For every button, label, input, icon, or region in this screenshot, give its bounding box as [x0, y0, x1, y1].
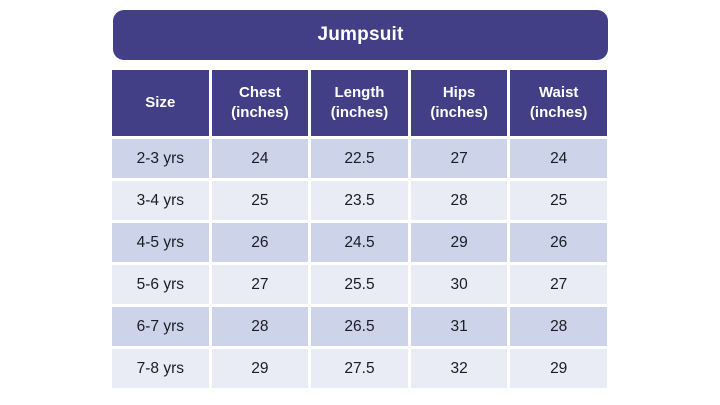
cell-hips: 30 [410, 265, 508, 304]
cell-size: 2-3 yrs [112, 139, 209, 178]
cell-length: 25.5 [311, 265, 408, 304]
cell-chest: 29 [211, 349, 309, 388]
cell-waist: 26 [510, 223, 607, 262]
cell-waist: 27 [510, 265, 607, 304]
header-cell-chest: Chest (inches) [211, 70, 309, 136]
cell-length: 24.5 [311, 223, 408, 262]
cell-size: 6-7 yrs [112, 307, 209, 346]
cell-waist: 24 [510, 139, 607, 178]
size-chart-table: Size Chest (inches) Length (inches) Hips… [112, 70, 607, 388]
cell-hips: 32 [410, 349, 508, 388]
cell-size: 5-6 yrs [112, 265, 209, 304]
table-row: 3-4 yrs 25 23.5 28 25 [112, 181, 607, 220]
cell-hips: 27 [410, 139, 508, 178]
cell-length: 22.5 [311, 139, 408, 178]
cell-chest: 27 [211, 265, 309, 304]
cell-waist: 28 [510, 307, 607, 346]
table-title: Jumpsuit [317, 24, 404, 45]
table-row: 7-8 yrs 29 27.5 32 29 [112, 349, 607, 388]
header-cell-hips: Hips (inches) [410, 70, 508, 136]
cell-size: 7-8 yrs [112, 349, 209, 388]
table-row: 2-3 yrs 24 22.5 27 24 [112, 139, 607, 178]
cell-length: 23.5 [311, 181, 408, 220]
cell-length: 27.5 [311, 349, 408, 388]
cell-length: 26.5 [311, 307, 408, 346]
header-cell-waist: Waist (inches) [510, 70, 607, 136]
cell-waist: 29 [510, 349, 607, 388]
cell-chest: 25 [211, 181, 309, 220]
cell-size: 3-4 yrs [112, 181, 209, 220]
cell-hips: 29 [410, 223, 508, 262]
cell-waist: 25 [510, 181, 607, 220]
cell-chest: 26 [211, 223, 309, 262]
header-cell-length: Length (inches) [311, 70, 408, 136]
cell-size: 4-5 yrs [112, 223, 209, 262]
table-row: 6-7 yrs 28 26.5 31 28 [112, 307, 607, 346]
table-header-row: Size Chest (inches) Length (inches) Hips… [112, 70, 607, 136]
table-row: 5-6 yrs 27 25.5 30 27 [112, 265, 607, 304]
cell-hips: 31 [410, 307, 508, 346]
table-row: 4-5 yrs 26 24.5 29 26 [112, 223, 607, 262]
cell-chest: 28 [211, 307, 309, 346]
header-cell-size: Size [112, 70, 209, 136]
cell-chest: 24 [211, 139, 309, 178]
cell-hips: 28 [410, 181, 508, 220]
table-title-banner: Jumpsuit [113, 10, 608, 60]
